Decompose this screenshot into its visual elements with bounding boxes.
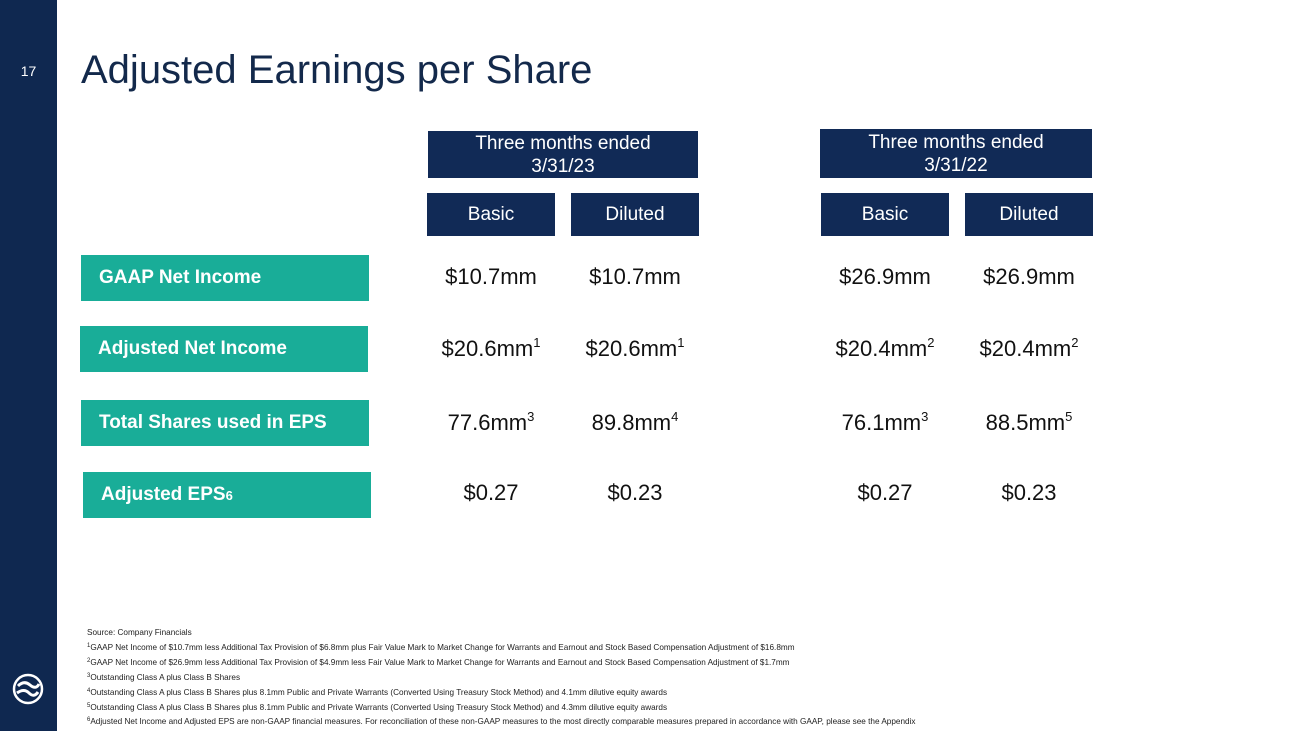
footnote-marker: 3 xyxy=(527,409,535,424)
table-cell: $0.23 xyxy=(949,480,1109,506)
footnote-text: Outstanding Class A plus Class B Shares … xyxy=(90,687,668,697)
table-cell: $26.9mm xyxy=(805,264,965,290)
footnote-number: 2 xyxy=(87,657,91,664)
table-cell: 88.5mm5 xyxy=(949,409,1109,436)
table-cell: $20.6mm1 xyxy=(555,335,715,362)
table-cell: $20.4mm2 xyxy=(949,335,1109,362)
cell-value: $10.7mm xyxy=(445,264,537,289)
footnote-number: 5 xyxy=(87,702,91,709)
cell-value: $0.23 xyxy=(607,480,663,505)
footnote-number: 6 xyxy=(87,717,91,724)
footnote-marker: 1 xyxy=(677,335,685,350)
table-cell: $10.7mm xyxy=(555,264,715,290)
footnote: 5Outstanding Class A plus Class B Shares… xyxy=(87,700,915,715)
footnote-text: GAAP Net Income of $10.7mm less Addition… xyxy=(90,642,795,652)
row-label-text: Total Shares used in EPS xyxy=(99,412,327,433)
row-label: Total Shares used in EPS xyxy=(81,400,369,446)
row-label: Adjusted EPS 6 xyxy=(83,472,371,518)
period-header-2022: Three months ended 3/31/22 xyxy=(820,129,1092,178)
footnote-text: GAAP Net Income of $26.9mm less Addition… xyxy=(90,657,790,667)
footnote-text: Outstanding Class A plus Class B Shares … xyxy=(90,702,668,712)
table-cell: $20.4mm2 xyxy=(805,335,965,362)
footnotes: Source: Company Financials 1GAAP Net Inc… xyxy=(87,627,915,729)
company-logo-icon xyxy=(12,673,44,705)
footnote-marker: 6 xyxy=(225,487,233,503)
cell-value: 89.8mm xyxy=(591,410,672,435)
row-label-text: Adjusted Net Income xyxy=(98,338,287,359)
cell-value: $26.9mm xyxy=(983,264,1075,289)
diluted-header-2023: Diluted xyxy=(571,193,699,236)
cell-value: 88.5mm xyxy=(985,410,1066,435)
period-header-line2: 3/31/23 xyxy=(531,155,595,177)
table-cell: 89.8mm4 xyxy=(555,409,715,436)
cell-value: $0.27 xyxy=(857,480,913,505)
basic-header-2023: Basic xyxy=(427,193,555,236)
footnote-marker: 2 xyxy=(927,335,935,350)
row-label-text: GAAP Net Income xyxy=(99,267,262,288)
page-number: 17 xyxy=(20,63,37,79)
footnote: 2GAAP Net Income of $26.9mm less Additio… xyxy=(87,655,915,670)
cell-value: $0.27 xyxy=(463,480,519,505)
sidebar: 17 xyxy=(0,0,57,731)
footnote-text: Adjusted Net Income and Adjusted EPS are… xyxy=(90,717,916,727)
cell-value: $26.9mm xyxy=(839,264,931,289)
row-label: GAAP Net Income xyxy=(81,255,369,301)
cell-value: $20.4mm xyxy=(979,336,1072,361)
footnote-number: 4 xyxy=(87,687,91,694)
cell-value: $20.6mm xyxy=(585,336,678,361)
cell-value: $10.7mm xyxy=(589,264,681,289)
footnote-marker: 4 xyxy=(671,409,679,424)
table-cell: $26.9mm xyxy=(949,264,1109,290)
table-cell: $0.23 xyxy=(555,480,715,506)
cell-value: 77.6mm xyxy=(447,410,528,435)
footnote-marker: 5 xyxy=(1065,409,1073,424)
footnote-number: 3 xyxy=(87,672,91,679)
cell-value: $20.6mm xyxy=(441,336,534,361)
period-header-2023: Three months ended 3/31/23 xyxy=(428,131,698,178)
diluted-header-2022: Diluted xyxy=(965,193,1093,236)
source-note: Source: Company Financials xyxy=(87,628,192,637)
row-label-text: Adjusted EPS xyxy=(101,484,226,505)
footnote-marker: 3 xyxy=(921,409,929,424)
footnote: 3Outstanding Class A plus Class B Shares xyxy=(87,670,915,685)
footnote-marker: 2 xyxy=(1071,335,1079,350)
footnote: 6Adjusted Net Income and Adjusted EPS ar… xyxy=(87,714,915,729)
cell-value: 76.1mm xyxy=(841,410,922,435)
footnote-text: Outstanding Class A plus Class B Shares xyxy=(90,672,241,682)
basic-header-2022: Basic xyxy=(821,193,949,236)
period-header-line2: 3/31/22 xyxy=(924,154,988,176)
page-title: Adjusted Earnings per Share xyxy=(81,48,593,92)
period-header-line1: Three months ended xyxy=(475,132,651,154)
table-cell: $0.27 xyxy=(805,480,965,506)
table-cell: $0.27 xyxy=(411,480,571,506)
cell-value: $0.23 xyxy=(1001,480,1057,505)
footnote: 4Outstanding Class A plus Class B Shares… xyxy=(87,685,915,700)
table-cell: $10.7mm xyxy=(411,264,571,290)
footnote-number: 1 xyxy=(87,642,91,649)
row-label: Adjusted Net Income xyxy=(80,326,368,372)
cell-value: $20.4mm xyxy=(835,336,928,361)
table-cell: 76.1mm3 xyxy=(805,409,965,436)
footnote-marker: 1 xyxy=(533,335,541,350)
footnote: 1GAAP Net Income of $10.7mm less Additio… xyxy=(87,640,915,655)
period-header-line1: Three months ended xyxy=(868,131,1044,153)
table-cell: 77.6mm3 xyxy=(411,409,571,436)
table-cell: $20.6mm1 xyxy=(411,335,571,362)
